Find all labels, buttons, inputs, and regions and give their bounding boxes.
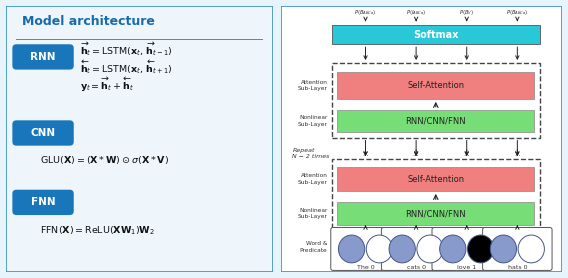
Text: $P(B_V)$: $P(B_V)$ [459,8,474,17]
Text: $\mathrm{FFN}(\mathbf{X}) = \mathrm{ReLU}(\mathbf{X}\mathbf{W}_1)\mathbf{W}_2$: $\mathrm{FFN}(\mathbf{X}) = \mathrm{ReLU… [40,225,156,237]
Text: $\mathrm{GLU}(\mathbf{X}) = (\mathbf{X} * \mathbf{W}) \odot \sigma(\mathbf{X} * : $\mathrm{GLU}(\mathbf{X}) = (\mathbf{X} … [40,154,169,166]
Text: CNN: CNN [31,128,56,138]
Text: FNN: FNN [31,197,55,207]
Ellipse shape [339,235,365,263]
Text: Self-Attention: Self-Attention [407,81,465,90]
Text: RNN: RNN [30,52,56,62]
Text: $\mathbf{y}_t = \overrightarrow{\mathbf{h}}_t + \overleftarrow{\mathbf{h}}_t$: $\mathbf{y}_t = \overrightarrow{\mathbf{… [81,76,134,94]
Ellipse shape [417,235,443,263]
FancyBboxPatch shape [381,227,451,270]
FancyBboxPatch shape [337,110,534,132]
Text: cats 0: cats 0 [407,265,425,270]
Text: Attention
Sub-Layer: Attention Sub-Layer [298,173,328,185]
Text: Nonlinear
Sub-Layer: Nonlinear Sub-Layer [298,208,328,219]
Text: $\overrightarrow{\mathbf{h}}_t = \mathrm{LSTM}(\mathbf{x}_t,\,\overrightarrow{\m: $\overrightarrow{\mathbf{h}}_t = \mathrm… [81,41,173,58]
Ellipse shape [366,235,392,263]
Text: $\overleftarrow{\mathbf{h}}_t = \mathrm{LSTM}(\mathbf{x}_t,\,\overleftarrow{\mat: $\overleftarrow{\mathbf{h}}_t = \mathrm{… [81,59,173,76]
Text: RNN/CNN/FNN: RNN/CNN/FNN [406,209,466,218]
FancyBboxPatch shape [332,25,540,44]
Text: $P(B_{ABCa})$: $P(B_{ABCa})$ [354,8,377,17]
Text: $P(I_{ABCa})$: $P(I_{ABCa})$ [406,8,427,17]
FancyBboxPatch shape [281,6,562,272]
FancyBboxPatch shape [337,202,534,225]
Text: The 0: The 0 [357,265,374,270]
FancyBboxPatch shape [432,227,502,270]
Text: Repeat
N − 2 times: Repeat N − 2 times [293,148,330,160]
Text: Nonlinear
Sub-Layer: Nonlinear Sub-Layer [298,115,328,126]
FancyBboxPatch shape [337,72,534,99]
FancyBboxPatch shape [12,190,74,215]
Text: ...: ... [514,151,521,157]
Text: Self-Attention: Self-Attention [407,175,465,183]
Text: Softmax: Softmax [413,30,458,40]
FancyBboxPatch shape [337,167,534,191]
Ellipse shape [467,235,494,263]
Text: Attention
Sub-Layer: Attention Sub-Layer [298,80,328,91]
Text: RNN/CNN/FNN: RNN/CNN/FNN [406,116,466,125]
Text: ...: ... [413,151,420,157]
FancyBboxPatch shape [331,227,400,270]
Text: Model architecture: Model architecture [22,15,154,28]
Text: ...: ... [362,151,369,157]
Ellipse shape [440,235,466,263]
FancyBboxPatch shape [6,6,273,272]
Text: Word &
Predicate: Word & Predicate [300,242,328,253]
Text: ...: ... [463,151,470,157]
Text: hats 0: hats 0 [508,265,527,270]
Ellipse shape [518,235,544,263]
FancyBboxPatch shape [12,120,74,146]
FancyBboxPatch shape [483,227,552,270]
Text: love 1: love 1 [457,265,477,270]
FancyBboxPatch shape [12,44,74,70]
Ellipse shape [389,235,415,263]
Text: $P(B_{ABCa})$: $P(B_{ABCa})$ [506,8,529,17]
Ellipse shape [490,235,516,263]
